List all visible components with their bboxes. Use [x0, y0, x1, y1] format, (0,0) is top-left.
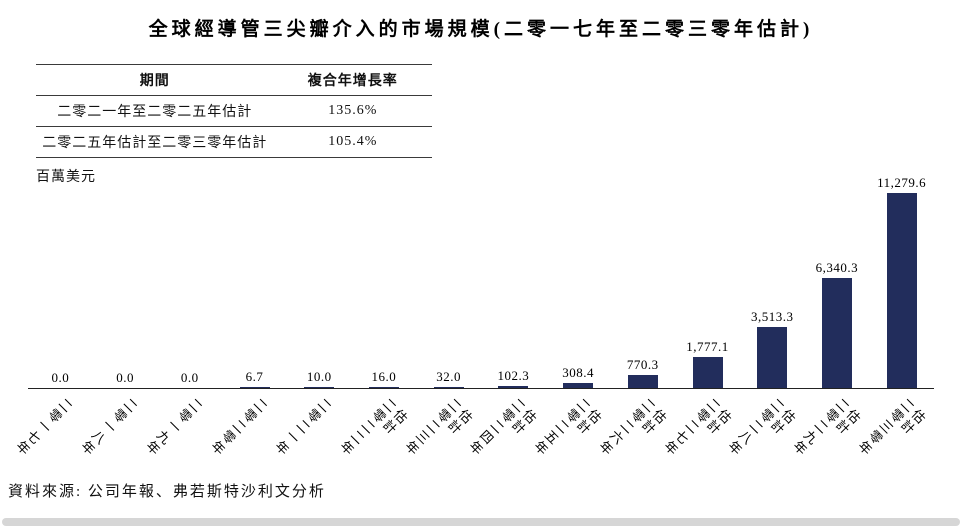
x-tick: 二零一八年	[76, 394, 145, 474]
bar-value-label: 0.0	[51, 370, 70, 385]
bar	[498, 386, 529, 388]
x-tick: 二零一九年	[141, 394, 210, 474]
bar-value-label: 0.0	[116, 370, 134, 385]
x-tick: 二零二零年	[206, 394, 275, 474]
bar-value-label: 32.0	[436, 369, 462, 384]
x-tick: 二零三零年 估計	[853, 394, 937, 474]
bar-value-label: 11,279.6	[877, 175, 927, 190]
bar-value-label: 770.3	[626, 357, 659, 372]
bar-value-label: 6,340.3	[815, 260, 859, 275]
table-header-row: 期間 複合年增長率	[36, 64, 432, 96]
bar-value-label: 102.3	[497, 368, 530, 383]
table-header-period: 期間	[139, 74, 170, 89]
bar-value-label: 16.0	[371, 369, 397, 384]
table-cell-cagr: 105.4%	[328, 134, 378, 149]
source-note: 資料來源: 公司年報、弗若斯特沙利文分析	[8, 484, 326, 500]
bar	[239, 387, 270, 388]
horizontal-scrollbar[interactable]	[2, 518, 960, 526]
x-tick-label: 二零一七年	[11, 394, 76, 459]
bar	[304, 387, 335, 388]
x-tick-label: 二零二一年	[270, 394, 335, 459]
bar	[368, 387, 399, 388]
bar	[563, 383, 594, 388]
bar	[433, 387, 464, 388]
bar-value-label: 308.4	[562, 365, 594, 380]
table-cell-period: 二零二五年估計至二零三零年估計	[42, 136, 268, 151]
bar	[757, 327, 788, 388]
chart-title: 全球經導管三尖瓣介入的市場規模(二零一七年至二零三零年估計)	[148, 19, 814, 40]
bar	[886, 193, 917, 388]
bar-value-label: 0.0	[180, 370, 199, 385]
bar-value-label: 1,777.1	[686, 339, 729, 354]
x-tick-label: 二零一九年	[141, 394, 205, 459]
bar-value-label: 10.0	[306, 369, 332, 384]
table-row: 二零二五年估計至二零三零年估計 105.4%	[36, 127, 432, 158]
x-tick-label: 二零二二年 估計	[335, 394, 410, 459]
x-tick-label: 二零一八年	[76, 394, 141, 459]
x-tick-label: 二零二零年	[205, 394, 270, 459]
x-tick: 二零二一年	[271, 394, 339, 474]
bar-value-label: 6.7	[245, 369, 264, 384]
cagr-table: 期間 複合年增長率 二零二一年至二零二五年估計 135.6% 二零二五年估計至二…	[36, 64, 432, 158]
x-tick: 二零一七年	[12, 394, 80, 474]
bar	[692, 357, 723, 388]
x-axis-line	[28, 388, 934, 389]
y-axis-unit-label: 百萬美元	[36, 170, 96, 185]
table-cell-cagr: 135.6%	[328, 103, 378, 118]
table-cell-period: 二零二一年至二零二五年估計	[57, 105, 253, 120]
table-header-cagr: 複合年增長率	[307, 74, 398, 89]
bar-value-label: 3,513.3	[750, 309, 794, 324]
table-row: 二零二一年至二零二五年估計 135.6%	[36, 96, 432, 127]
bar	[627, 375, 658, 388]
bar	[821, 278, 852, 388]
